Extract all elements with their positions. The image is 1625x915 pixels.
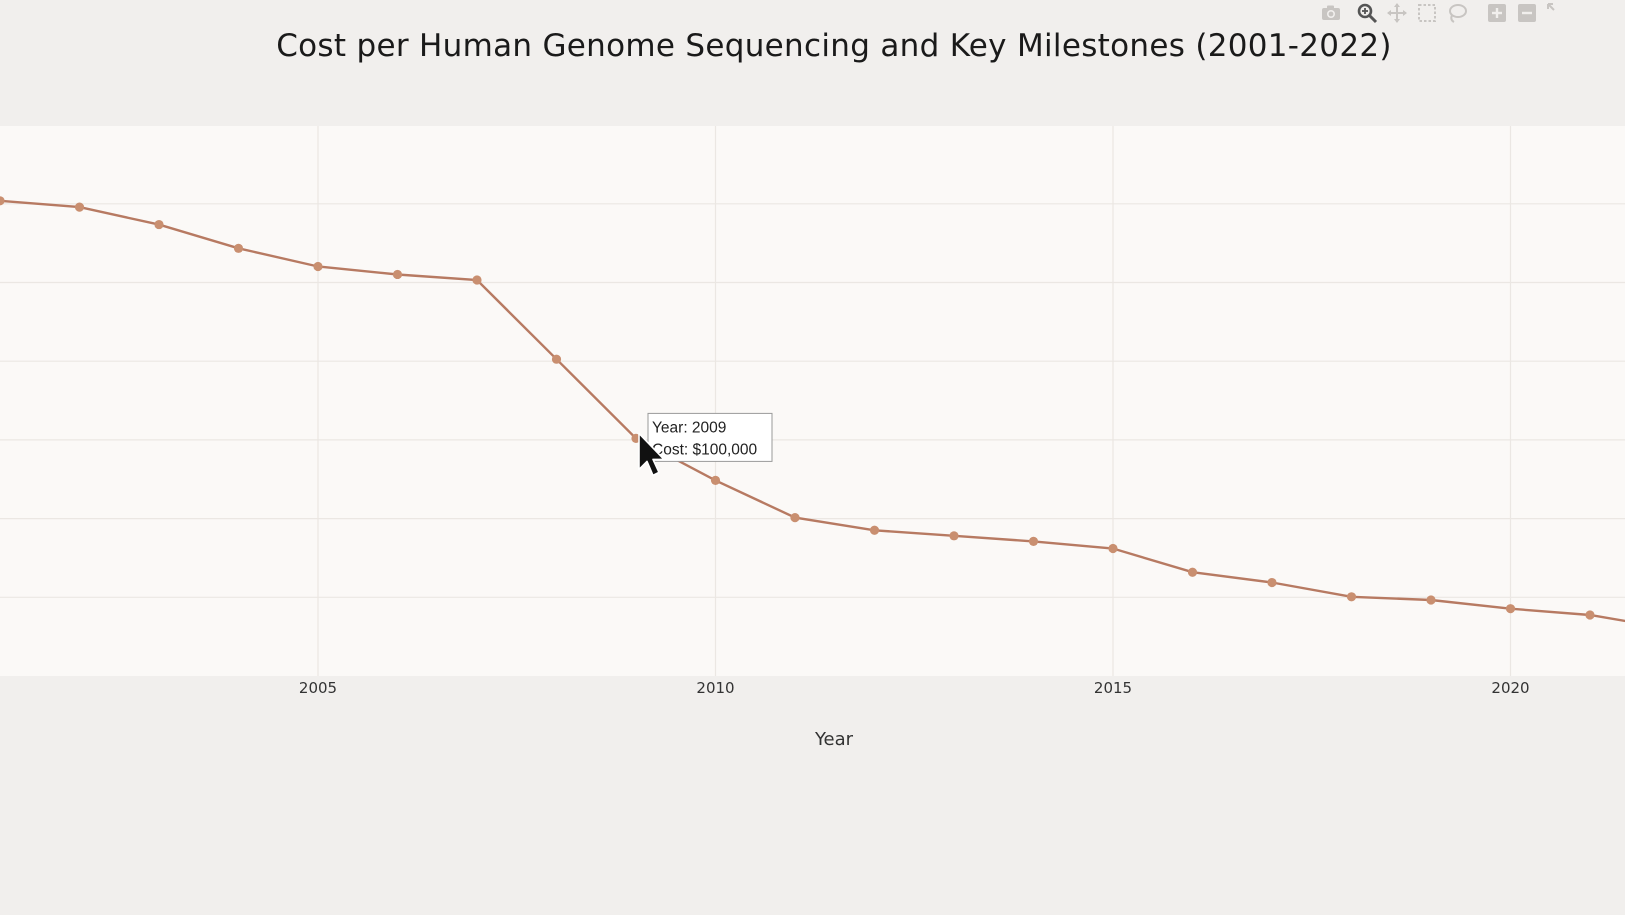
data-point-2018[interactable] [1346, 592, 1357, 602]
autoscale-icon[interactable] [1546, 2, 1556, 24]
data-point-2014[interactable] [1028, 536, 1039, 546]
series-markers [0, 196, 1595, 620]
chart-title: Cost per Human Genome Sequencing and Key… [276, 28, 1392, 64]
x-tick-label: 2015 [1094, 679, 1132, 697]
zoom-icon[interactable] [1356, 2, 1378, 24]
zoom-in-icon[interactable] [1486, 2, 1508, 24]
lasso-icon[interactable] [1446, 2, 1468, 24]
data-point-2010[interactable] [710, 475, 721, 485]
data-point-2011[interactable] [790, 513, 800, 523]
data-point-2020[interactable] [1505, 604, 1516, 614]
pan-icon[interactable] [1386, 2, 1408, 24]
zoom-out-icon[interactable] [1516, 2, 1538, 24]
data-point-2006[interactable] [392, 269, 403, 280]
data-point-2019[interactable] [1426, 595, 1436, 605]
x-tick-label: 2020 [1491, 679, 1529, 697]
data-point-2004[interactable] [233, 243, 244, 253]
data-point-2003[interactable] [154, 219, 164, 230]
gridlines [0, 126, 1625, 676]
box-select-icon[interactable] [1416, 2, 1438, 24]
data-point-2012[interactable] [869, 525, 880, 535]
data-point-2021[interactable] [1585, 610, 1595, 620]
x-tick-label: 2010 [696, 679, 734, 697]
camera-icon[interactable] [1320, 2, 1342, 24]
data-point-2015[interactable] [1108, 543, 1118, 554]
tooltip-year: Year: 2009 [652, 419, 726, 436]
data-point-2002[interactable] [74, 202, 85, 212]
mouse-pointer-icon [638, 432, 665, 477]
plot-area[interactable] [0, 126, 1625, 676]
x-axis: 2005 2010 2015 2020 [299, 679, 1530, 697]
data-point-2007[interactable] [472, 275, 482, 285]
data-point-2017[interactable] [1267, 577, 1277, 588]
x-axis-title: Year [814, 729, 854, 750]
tooltip-cost: Cost: $100,000 [652, 441, 758, 458]
x-tick-label: 2005 [299, 679, 337, 697]
series-line [0, 199, 1625, 623]
hover-tooltip: Year: 2009 Cost: $100,000 [647, 412, 773, 462]
data-point-2008[interactable] [551, 354, 562, 364]
data-point-2001[interactable] [0, 196, 5, 206]
data-point-2013[interactable] [949, 531, 959, 541]
data-point-2005[interactable] [313, 261, 323, 272]
data-point-2016[interactable] [1187, 567, 1198, 577]
